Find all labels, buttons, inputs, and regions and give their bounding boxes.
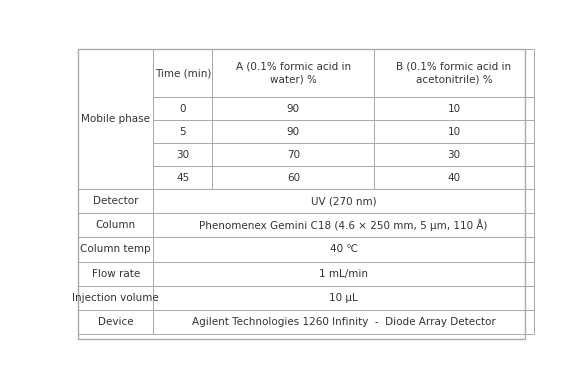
Bar — [375, 97, 534, 120]
Text: 40 ℃: 40 ℃ — [329, 245, 358, 255]
Bar — [375, 166, 534, 189]
Bar — [153, 49, 212, 97]
Bar — [78, 262, 153, 286]
Bar — [212, 143, 375, 166]
Text: Time (min): Time (min) — [155, 68, 211, 78]
Text: 10: 10 — [447, 104, 460, 114]
Text: 30: 30 — [447, 150, 460, 160]
Text: Agilent Technologies 1260 Infinity  -  Diode Array Detector: Agilent Technologies 1260 Infinity - Dio… — [192, 317, 495, 327]
Bar — [153, 262, 534, 286]
Bar — [78, 310, 153, 334]
Bar — [78, 189, 153, 213]
Text: 5: 5 — [179, 127, 186, 137]
Bar — [212, 120, 375, 143]
Text: 0: 0 — [179, 104, 186, 114]
Text: Column temp: Column temp — [81, 245, 151, 255]
Bar — [375, 49, 534, 97]
Bar — [153, 166, 212, 189]
Bar — [212, 97, 375, 120]
Text: 30: 30 — [176, 150, 189, 160]
Text: 90: 90 — [287, 104, 300, 114]
Text: 10 μL: 10 μL — [329, 293, 358, 303]
Bar — [153, 120, 212, 143]
Bar — [212, 166, 375, 189]
Text: 90: 90 — [287, 127, 300, 137]
Text: Device: Device — [98, 317, 133, 327]
Bar — [212, 49, 375, 97]
Bar — [153, 189, 534, 213]
Bar — [78, 213, 153, 237]
Bar — [153, 213, 534, 237]
Bar — [153, 237, 534, 262]
Text: Mobile phase: Mobile phase — [81, 114, 150, 124]
Text: B (0.1% formic acid in
acetonitrile) %: B (0.1% formic acid in acetonitrile) % — [396, 61, 512, 85]
Text: 60: 60 — [287, 173, 300, 183]
Bar — [78, 49, 153, 189]
Text: A (0.1% formic acid in
water) %: A (0.1% formic acid in water) % — [236, 61, 351, 85]
Bar — [153, 286, 534, 310]
Text: Column: Column — [96, 220, 136, 230]
Text: Injection volume: Injection volume — [72, 293, 159, 303]
Text: UV (270 nm): UV (270 nm) — [310, 196, 376, 206]
Text: 1 mL/min: 1 mL/min — [319, 268, 368, 279]
Text: 45: 45 — [176, 173, 189, 183]
Text: Detector: Detector — [93, 196, 138, 206]
Bar — [78, 286, 153, 310]
Text: Phenomenex Gemini C18 (4.6 × 250 mm, 5 μm, 110 Å): Phenomenex Gemini C18 (4.6 × 250 mm, 5 μ… — [199, 219, 487, 231]
Text: 70: 70 — [287, 150, 300, 160]
Text: Flow rate: Flow rate — [92, 268, 140, 279]
Bar — [153, 310, 534, 334]
Bar — [78, 237, 153, 262]
Bar — [375, 120, 534, 143]
Text: 10: 10 — [447, 127, 460, 137]
Bar — [153, 97, 212, 120]
Bar — [153, 143, 212, 166]
Text: 40: 40 — [447, 173, 460, 183]
Bar — [375, 143, 534, 166]
